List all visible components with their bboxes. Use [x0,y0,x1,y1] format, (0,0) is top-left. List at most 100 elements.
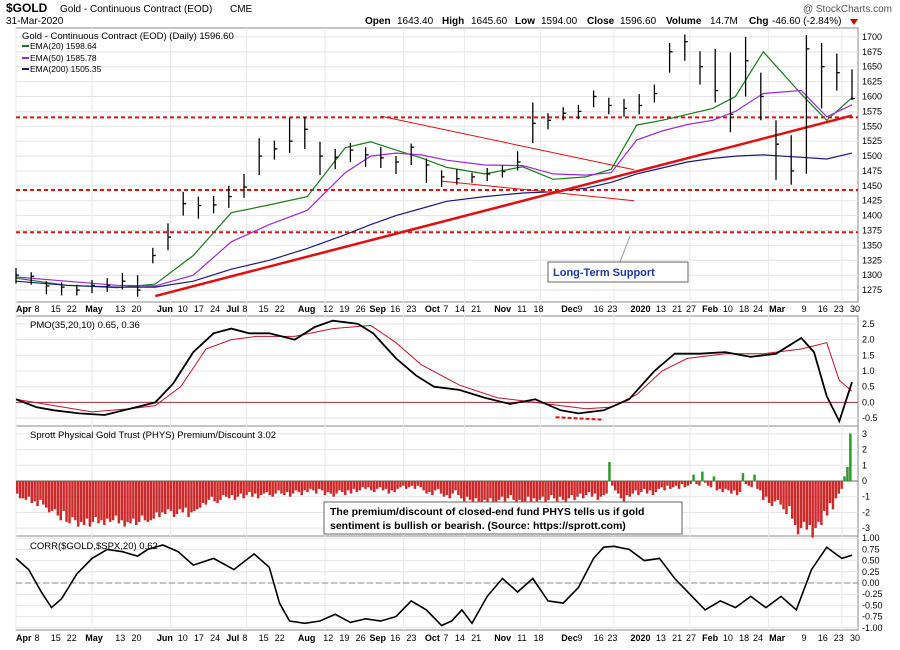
x-tick-label: Oct [425,304,440,314]
premium-bar [628,481,631,497]
premium-bar [106,481,109,519]
premium-bar [352,481,356,489]
premium-bar [358,481,361,491]
premium-bar [762,481,765,500]
x-tick-label: 16 [390,304,400,314]
x-tick-label: 18 [739,633,749,643]
x-tick-label: 2020 [631,633,651,643]
x-tick-label: Dec [561,304,578,314]
x-tick-label: Apr [16,633,32,643]
premium-bar [56,481,60,516]
x-tick-label: 13 [656,304,666,314]
premium-bar [704,481,707,483]
premium-bar [724,481,727,489]
pmo-panel-title: PMO(35,20,10) 0.65, 0.36 [30,320,140,331]
grid-layer [15,28,858,630]
premium-bar [788,481,791,507]
premium-bar [149,481,152,521]
y-tick-label: 1425 [862,196,882,206]
y-tick-label: 0.5 [862,382,875,392]
premium-bar [643,481,646,489]
premium-bar [161,481,164,513]
premium-bar [364,481,367,489]
premium-bar [660,481,663,488]
premium-bar [616,481,620,494]
premium-bar [495,481,498,505]
x-tick-label: Oct [425,633,440,643]
premium-bar [823,481,826,511]
x-tick-label: 10 [723,304,733,314]
premium-bar [680,481,684,485]
premium-note-line1: The premium/discount of closed-end fund … [330,506,644,518]
x-tick-label: 16 [594,633,604,643]
premium-bar [387,481,391,494]
premium-bar [445,481,449,496]
premium-bar [312,481,315,491]
premium-bar [265,481,269,492]
premium-bar [584,481,588,496]
premium-bar [210,481,213,497]
y-tick-label: 1475 [862,166,882,176]
y-tick-label: 1675 [862,47,882,57]
premium-bar [378,481,382,488]
premium-bar [672,481,675,488]
x-tick-label: Aug [298,633,316,643]
x-tick-label: 27 [686,633,696,643]
premium-bar [544,481,547,503]
premium-bar [669,481,672,489]
x-tick-label: 10 [178,304,188,314]
premium-bar [828,481,832,503]
close-label: Close [587,16,615,27]
y-tick-label: 3 [862,429,867,439]
premium-bar [747,481,750,486]
premium-bar [808,481,811,525]
x-tick-label: May [85,304,103,314]
premium-bar [791,481,794,519]
volume-value: 14.7M [710,16,738,27]
premium-bar [309,481,312,489]
premium-bar [59,481,62,521]
corr-line [15,544,853,627]
x-tick-label: 15 [259,304,269,314]
premium-bar [582,481,585,499]
x-tick-label: 24 [753,633,763,643]
premium-bar [849,433,852,481]
x-tick-label: 23 [834,633,844,643]
premium-bar [236,481,240,497]
premium-bar [216,481,219,503]
premium-bar [88,481,92,527]
premium-bar [286,481,289,492]
premium-bar [431,481,434,496]
x-tick-label: Jul [226,633,239,643]
premium-bar [233,481,237,500]
premium-bar [773,481,777,502]
premium-bar [254,481,257,494]
y-tick-label: 1275 [862,285,882,295]
premium-bar [634,481,637,491]
premium-bar [277,481,280,491]
premium-bar [259,481,263,496]
premium-bar [413,481,417,489]
premium-bar [518,481,521,500]
premium-bar [474,481,478,499]
premium-bar [799,481,803,529]
x-tick-label: 18 [534,304,544,314]
premium-bar [71,481,74,518]
premium-bar [553,481,556,499]
y-tick-label: 0.75 [862,544,880,554]
premium-bar [164,481,167,514]
premium-bar [117,481,121,524]
premium-bar [645,481,649,494]
x-tick-label: 8 [35,304,40,314]
premium-bar [132,481,135,519]
x-tick-label: Jun [157,304,173,314]
premium-bar [547,481,550,500]
y-tick-label: 1525 [862,136,882,146]
y-tick-label: 1550 [862,121,882,131]
x-tick-label: Mar [769,633,786,643]
y-tick-label: 1700 [862,32,882,42]
x-tick-label: 8 [35,633,40,643]
symbol: $GOLD [6,1,48,15]
premium-bar [526,481,530,497]
x-tick-label: 26 [356,633,366,643]
